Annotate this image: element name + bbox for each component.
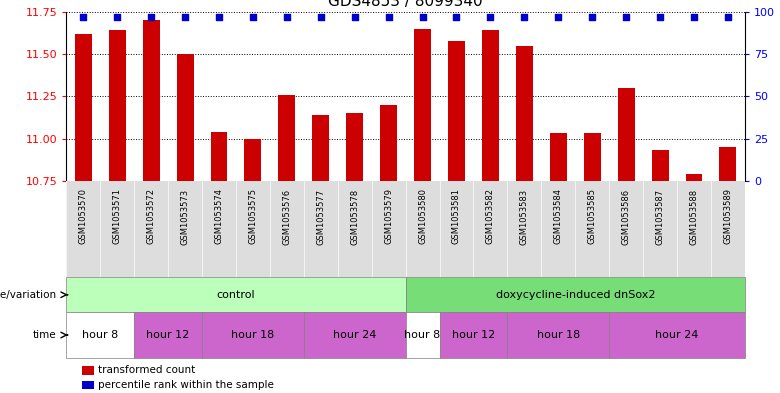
Bar: [176, 54, 193, 181]
Text: time: time: [33, 330, 56, 340]
Bar: [609, 312, 745, 358]
Bar: [304, 312, 406, 358]
Text: GSM1053572: GSM1053572: [147, 189, 156, 244]
Text: GSM1053570: GSM1053570: [79, 189, 88, 244]
Text: GSM1053577: GSM1053577: [316, 189, 325, 244]
Bar: [651, 151, 668, 181]
Bar: [312, 115, 329, 181]
Point: [654, 14, 666, 20]
Bar: [618, 88, 635, 181]
Bar: [440, 312, 508, 358]
Text: hour 8: hour 8: [82, 330, 119, 340]
Bar: [686, 174, 703, 181]
Bar: [202, 312, 304, 358]
Bar: [108, 30, 126, 181]
Point: [417, 14, 429, 20]
Text: GSM1053585: GSM1053585: [587, 189, 597, 244]
Bar: [516, 46, 533, 181]
Bar: [414, 29, 431, 181]
Point: [246, 14, 259, 20]
Text: GSM1053589: GSM1053589: [723, 189, 732, 244]
Point: [145, 14, 158, 20]
Point: [314, 14, 327, 20]
Bar: [278, 95, 296, 181]
Bar: [507, 312, 609, 358]
Point: [349, 14, 361, 20]
Text: hour 24: hour 24: [655, 330, 699, 340]
Bar: [143, 20, 160, 181]
Text: genotype/variation: genotype/variation: [0, 290, 56, 300]
Point: [552, 14, 565, 20]
Text: GSM1053588: GSM1053588: [690, 189, 699, 244]
Bar: [719, 147, 736, 181]
Point: [281, 14, 293, 20]
Point: [111, 14, 123, 20]
Bar: [346, 113, 363, 181]
Bar: [406, 277, 745, 312]
Bar: [482, 30, 499, 181]
Text: GSM1053580: GSM1053580: [418, 189, 427, 244]
Text: GSM1053575: GSM1053575: [248, 189, 257, 244]
Point: [450, 14, 463, 20]
Text: hour 24: hour 24: [333, 330, 377, 340]
Text: percentile rank within the sample: percentile rank within the sample: [98, 380, 273, 390]
Text: control: control: [217, 290, 255, 300]
Text: hour 18: hour 18: [232, 330, 275, 340]
Text: GSM1053587: GSM1053587: [655, 189, 665, 244]
Text: doxycycline-induced dnSox2: doxycycline-induced dnSox2: [495, 290, 655, 300]
Point: [722, 14, 734, 20]
Point: [620, 14, 633, 20]
Point: [179, 14, 191, 20]
Point: [382, 14, 395, 20]
Text: GSM1053586: GSM1053586: [622, 189, 631, 244]
Bar: [448, 40, 465, 181]
Bar: [134, 312, 202, 358]
Point: [586, 14, 598, 20]
Title: GDS4853 / 8099340: GDS4853 / 8099340: [328, 0, 483, 9]
Point: [688, 14, 700, 20]
Text: GSM1053571: GSM1053571: [112, 189, 122, 244]
Bar: [406, 312, 440, 358]
Text: GSM1053584: GSM1053584: [554, 189, 563, 244]
Point: [518, 14, 530, 20]
Bar: [66, 277, 406, 312]
Bar: [583, 134, 601, 181]
Text: GSM1053582: GSM1053582: [486, 189, 495, 244]
Text: hour 18: hour 18: [537, 330, 580, 340]
Bar: [211, 132, 228, 181]
Bar: [244, 138, 261, 181]
Bar: [380, 105, 397, 181]
Text: hour 12: hour 12: [452, 330, 495, 340]
Text: GSM1053578: GSM1053578: [350, 189, 360, 244]
Text: hour 12: hour 12: [147, 330, 190, 340]
Bar: [75, 34, 92, 181]
Text: GSM1053583: GSM1053583: [519, 189, 529, 244]
Text: transformed count: transformed count: [98, 365, 195, 375]
Text: GSM1053581: GSM1053581: [452, 189, 461, 244]
Point: [213, 14, 225, 20]
Point: [77, 14, 90, 20]
Bar: [66, 312, 134, 358]
Bar: [550, 134, 567, 181]
Point: [484, 14, 497, 20]
Text: GSM1053576: GSM1053576: [282, 189, 292, 244]
Text: GSM1053574: GSM1053574: [215, 189, 224, 244]
Text: hour 8: hour 8: [405, 330, 441, 340]
Text: GSM1053579: GSM1053579: [384, 189, 393, 244]
Text: GSM1053573: GSM1053573: [180, 189, 190, 244]
